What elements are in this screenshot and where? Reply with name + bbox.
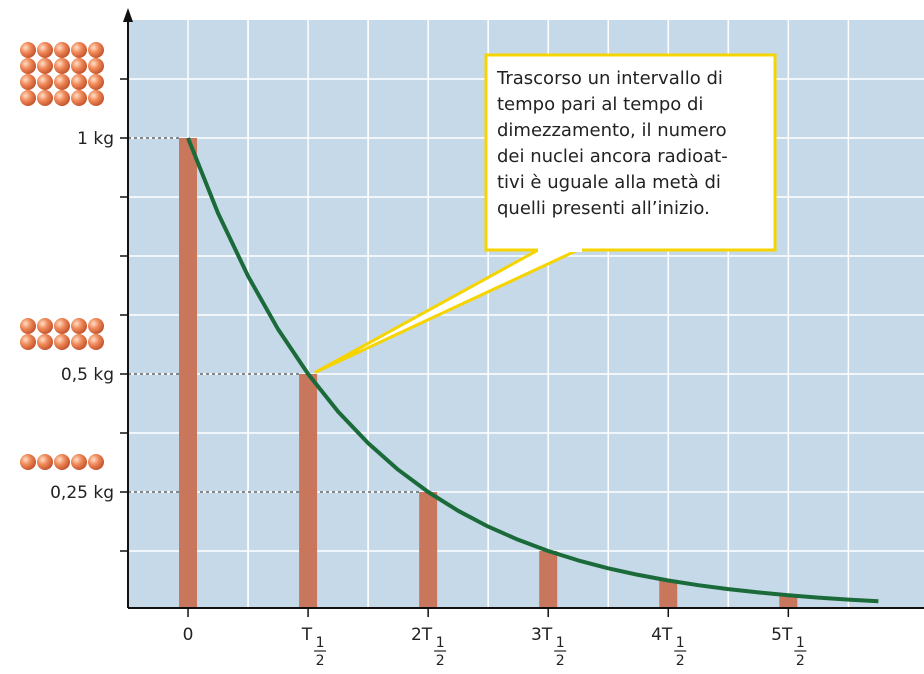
page: 1 kg0,5 kg0,25 kg0T122T123T124T125T12 Tr… [0, 0, 924, 674]
x-tick-fraction-den: 2 [436, 653, 445, 669]
nucleus-icon [71, 454, 87, 470]
x-tick-fraction-den: 2 [796, 653, 805, 669]
nucleus-icon [20, 454, 36, 470]
nucleus-icon [20, 74, 36, 90]
y-tick-label: 1 kg [77, 129, 114, 149]
nucleus-icon [88, 318, 104, 334]
callout-line: Trascorso un intervallo di [496, 68, 723, 89]
nucleus-icon [88, 42, 104, 58]
x-tick-fraction-den: 2 [676, 653, 685, 669]
nucleus-icon [20, 318, 36, 334]
nucleus-icon [54, 42, 70, 58]
x-tick-label: 3T [531, 625, 553, 645]
x-tick-fraction-num: 1 [676, 635, 685, 651]
nucleus-icon [20, 42, 36, 58]
x-tick-label: T [301, 625, 313, 645]
x-tick-fraction-num: 1 [316, 635, 325, 651]
nucleus-icon [54, 74, 70, 90]
nucleus-icon [37, 454, 53, 470]
y-tick-label: 0,25 kg [50, 483, 114, 503]
nucleus-icon [71, 334, 87, 350]
nucleus-icon [54, 318, 70, 334]
callout-line: quelli presenti all’inizio. [497, 198, 710, 219]
y-tick-label: 0,5 kg [61, 365, 114, 385]
callout-line: dei nuclei ancora radioat- [497, 146, 728, 167]
bar [179, 138, 197, 608]
callout-line: tivi è uguale alla metà di [497, 172, 721, 193]
nucleus-icon [54, 58, 70, 74]
callout-joint [538, 244, 582, 252]
x-tick-fraction-num: 1 [436, 635, 445, 651]
nucleus-icon [88, 454, 104, 470]
x-tick-label: 2T [411, 625, 433, 645]
nucleus-icon [37, 334, 53, 350]
nucleus-icon [37, 58, 53, 74]
x-tick-fraction-den: 2 [316, 653, 325, 669]
nucleus-icon [37, 42, 53, 58]
nucleus-icon [20, 90, 36, 106]
callout-line: tempo pari al tempo di [497, 94, 703, 115]
x-tick-fraction-num: 1 [796, 635, 805, 651]
bar [299, 374, 317, 608]
nucleus-icon [71, 42, 87, 58]
nucleus-icon [88, 334, 104, 350]
nucleus-icon [54, 334, 70, 350]
bar [539, 551, 557, 608]
nuclei-icons [20, 42, 104, 470]
bar [659, 581, 677, 609]
nucleus-icon [20, 334, 36, 350]
nucleus-icon [88, 58, 104, 74]
nucleus-icon [37, 318, 53, 334]
bar [419, 492, 437, 608]
nucleus-icon [54, 454, 70, 470]
x-tick-fraction-num: 1 [556, 635, 565, 651]
nucleus-icon [20, 58, 36, 74]
chart: 1 kg0,5 kg0,25 kg0T122T123T124T125T12 Tr… [0, 0, 924, 670]
nucleus-icon [54, 90, 70, 106]
x-tick-label: 4T [651, 625, 673, 645]
nucleus-icon [71, 318, 87, 334]
y-axis-arrow [123, 8, 133, 22]
nucleus-icon [71, 58, 87, 74]
x-tick-label: 0 [183, 625, 194, 645]
nucleus-icon [71, 74, 87, 90]
nucleus-icon [88, 74, 104, 90]
nucleus-icon [71, 90, 87, 106]
nucleus-icon [37, 90, 53, 106]
nucleus-icon [37, 74, 53, 90]
nucleus-icon [88, 90, 104, 106]
x-tick-fraction-den: 2 [556, 653, 565, 669]
callout-line: dimezzamento, il numero [497, 120, 727, 141]
x-tick-label: 5T [771, 625, 793, 645]
